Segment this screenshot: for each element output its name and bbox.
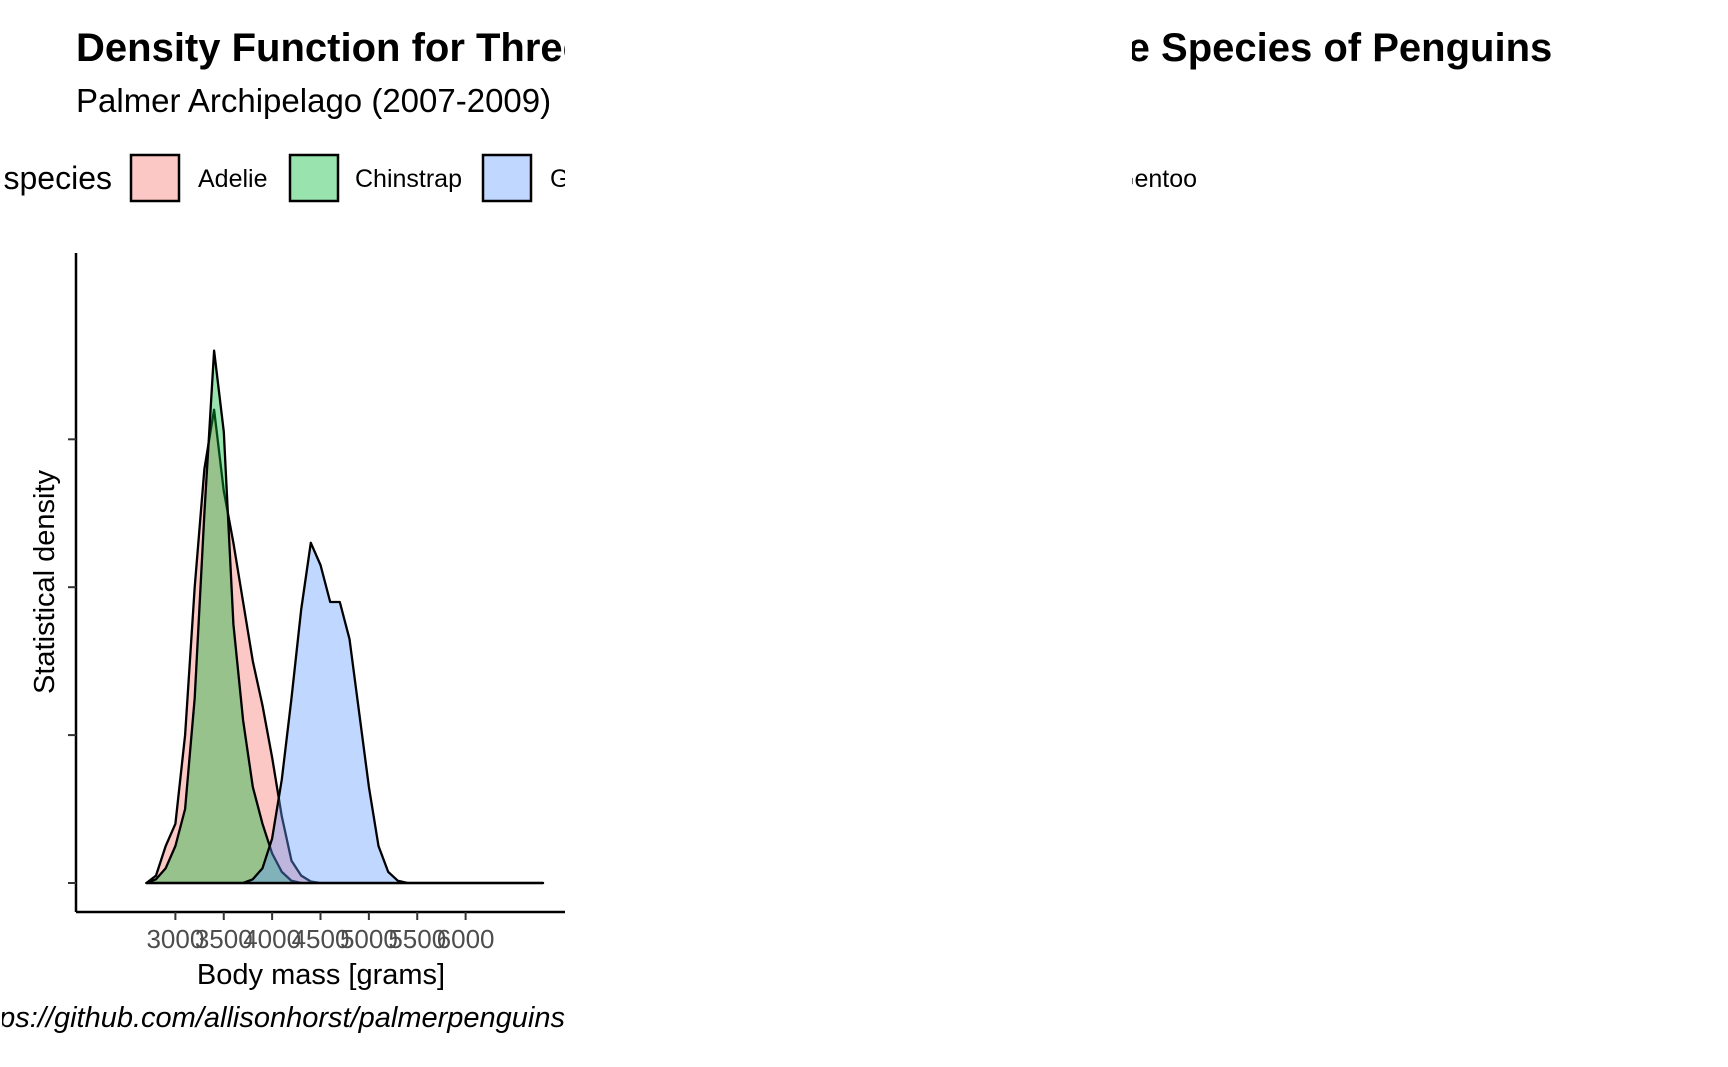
legend-key-gentoo (481, 153, 533, 203)
y-axis-label: Statistical density (29, 469, 61, 694)
chart-subtitle: Palmer Archipelago (2007-2009) (1206, 82, 1681, 119)
x-tick-label: 4000 (1373, 924, 1431, 954)
density-area-chinstrap (711, 351, 1108, 883)
x-tick-label: 6000 (1002, 924, 1060, 954)
y-axis-label: Statistical density (1159, 469, 1191, 694)
legend-label-gentoo: Gentoo (1115, 165, 1197, 193)
x-tick-label: 4500 (857, 924, 915, 954)
density-area-gentoo (1276, 543, 1673, 883)
x-axis-label: Body mass [grams] (197, 959, 445, 991)
legend: species Adelie Chinstrap Gentoo (4, 153, 632, 203)
x-tick-label: 3000 (711, 924, 769, 954)
x-tick-label: 4500 (292, 924, 350, 954)
legend-label-gentoo: Gentoo (1680, 165, 1728, 193)
x-axis-label: Body mass [grams] (762, 959, 1010, 991)
x-tick-label: 5500 (1518, 924, 1576, 954)
chart-caption: Data: https://github.com/allisonhorst/pa… (1020, 1002, 1695, 1034)
x-tick-label: 5500 (953, 924, 1011, 954)
density-area-gentoo (145, 541, 545, 885)
legend-label-adelie: Adelie (198, 165, 268, 193)
chart-caption: Data: https://github.com/allisonhorst/pa… (0, 1002, 565, 1034)
x-axis-label: Body mass [grams] (1327, 959, 1575, 991)
legend-key-adelie (129, 153, 181, 203)
x-tick-label: 5000 (905, 924, 963, 954)
legend-label-chinstrap: Chinstrap (920, 165, 1027, 193)
x-tick-label: 6000 (437, 924, 495, 954)
legend-key-adelie (1261, 155, 1309, 201)
legend-key-chinstrap (1420, 155, 1468, 201)
legend-key-gentoo (1048, 155, 1096, 201)
x-tick-label: 4500 (1422, 924, 1480, 954)
chart-title: Density Function for Three Species of Pe… (641, 26, 1552, 70)
x-tick-label: 4000 (243, 924, 301, 954)
legend-key-gentoo (1613, 155, 1661, 201)
x-tick-label: 6000 (1567, 924, 1625, 954)
chart-panel-2: Density Function for Three Species of Pe… (569, 26, 1552, 991)
chart-title: Density Function for Three Species of Pe… (76, 26, 987, 70)
x-tick-label: 5000 (340, 924, 398, 954)
x-tick-label: 3500 (195, 924, 253, 954)
density-area-gentoo (711, 543, 1108, 883)
x-tick-label: 5000 (1470, 924, 1528, 954)
y-axis-label: Statistical density (594, 469, 626, 694)
density-area-chinstrap (1276, 351, 1673, 883)
legend-key-chinstrap (855, 155, 903, 201)
x-tick-label: 3000 (146, 924, 204, 954)
legend-title: species (4, 160, 113, 196)
legend-label-adelie: Adelie (1328, 165, 1398, 193)
x-tick-label: 5500 (388, 924, 446, 954)
x-tick-label: 3000 (1276, 924, 1334, 954)
legend-title: species (569, 160, 678, 196)
x-tick-label: 3500 (760, 924, 818, 954)
x-tick-label: 4000 (808, 924, 866, 954)
x-tick-label: 3500 (1325, 924, 1383, 954)
chart-panel-1: Density Function for Three Species of Pe… (0, 26, 987, 1034)
legend-label-gentoo: Gentoo (550, 165, 632, 193)
legend-key-adelie (696, 155, 744, 201)
legend-label-adelie: Adelie (763, 165, 833, 193)
legend-label-chinstrap: Chinstrap (1485, 165, 1592, 193)
chart-panel-3: Density Function for Three Species of Pe… (1020, 26, 1728, 1034)
legend-label-chinstrap: Chinstrap (355, 165, 462, 193)
chart-subtitle: Palmer Archipelago (2007-2009) (641, 82, 1116, 119)
legend: species Adelie Chinstrap Gentoo (569, 155, 1197, 201)
chart-subtitle: Palmer Archipelago (2007-2009) (76, 82, 551, 119)
density-area-adelie (711, 410, 1108, 883)
legend-key-chinstrap (288, 153, 340, 203)
density-area-adelie (1276, 410, 1673, 883)
